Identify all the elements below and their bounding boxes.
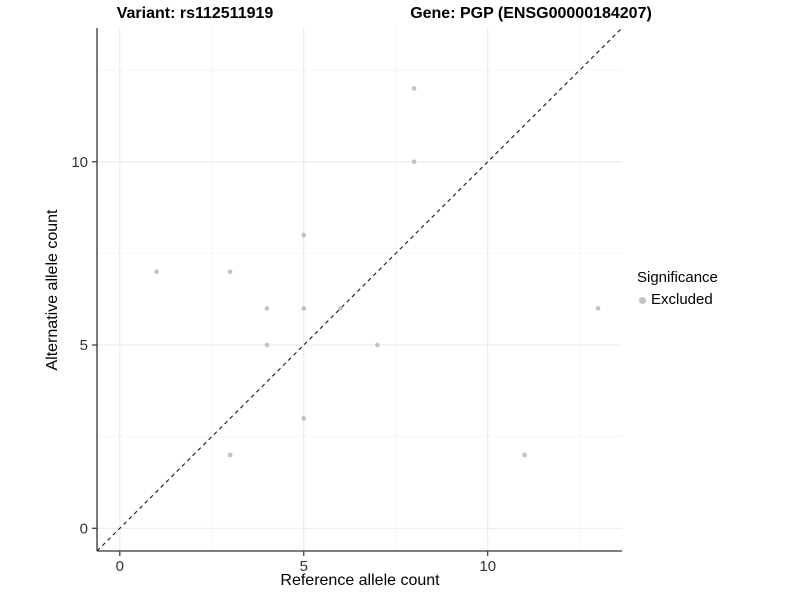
data-point — [227, 269, 233, 275]
data-point — [411, 86, 417, 91]
legend-point-icon — [639, 296, 646, 304]
legend-entry-excluded: Excluded — [637, 291, 718, 310]
data-point — [227, 452, 233, 458]
y-tick-label: 5 — [80, 337, 88, 354]
data-point — [301, 306, 307, 311]
data-point — [301, 232, 307, 238]
y-axis-label: Alternative allele count — [44, 209, 61, 371]
data-point — [264, 342, 270, 348]
data-point — [522, 452, 527, 458]
legend: Significance Excluded — [637, 269, 718, 310]
y-tick-label: 10 — [71, 154, 88, 171]
data-point — [595, 306, 601, 311]
legend-entry-label: Excluded — [651, 290, 713, 308]
data-point — [264, 306, 270, 311]
y-tick-label: 0 — [80, 520, 88, 537]
data-point — [154, 269, 159, 275]
identity-line — [96, 27, 623, 552]
data-point — [338, 306, 343, 311]
x-axis-label: Reference allele count — [280, 572, 440, 589]
gene-title: Gene: PGP (ENSG00000184207) — [410, 5, 652, 22]
x-tick-label: 5 — [300, 558, 308, 575]
x-tick-label: 10 — [479, 558, 496, 575]
data-point — [301, 416, 307, 421]
x-tick-label: 0 — [116, 558, 124, 575]
legend-title: Significance — [637, 269, 718, 286]
data-point — [375, 342, 380, 348]
variant-title: Variant: rs112511919 — [116, 5, 274, 22]
data-point — [411, 159, 417, 165]
